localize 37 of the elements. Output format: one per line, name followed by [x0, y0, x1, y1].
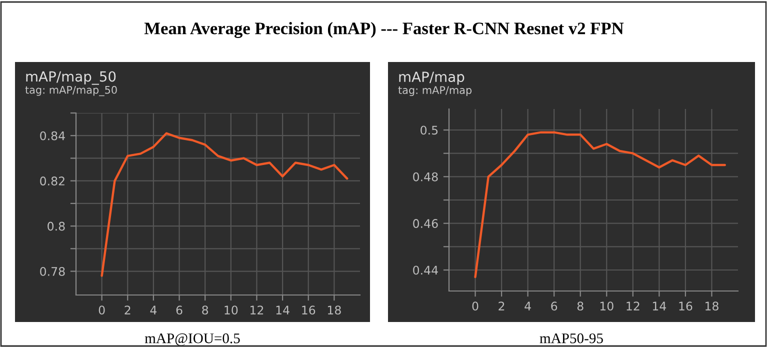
x-tick-label: 2 [498, 302, 504, 310]
x-tick-label: 16 [302, 306, 316, 315]
x-tick-label: 14 [276, 306, 290, 314]
x-tick-label: 6 [176, 306, 182, 315]
y-tick-label: 0.82 [40, 176, 64, 186]
x-tick-label: 12 [626, 302, 640, 310]
y-tick-label: 0.8 [48, 222, 65, 231]
x-tick-label: 10 [600, 302, 614, 311]
chart-title: mAP/map_50 [26, 71, 116, 85]
y-tick-label: 0.78 [40, 266, 65, 276]
y-tick-label: 0.84 [40, 131, 65, 140]
x-tick-label: 14 [652, 302, 666, 310]
x-axis-title: mAP@IOU=0.5 [144, 333, 240, 346]
chart-subtitle: tag: mAP/map_50 [25, 86, 117, 96]
y-tick-label: 0.44 [413, 266, 438, 275]
x-tick-label: 18 [706, 302, 718, 311]
x-tick-label: 8 [202, 306, 208, 315]
x-tick-label: 16 [679, 302, 692, 311]
x-tick-label: 0 [98, 306, 105, 315]
y-tick-label: 0.46 [413, 219, 438, 228]
x-tick-label: 12 [250, 306, 264, 314]
x-tick-label: 2 [124, 306, 130, 314]
line-series [100, 132, 348, 277]
x-tick-label: 8 [577, 302, 584, 311]
x-tick-label: 10 [224, 306, 238, 315]
line-series [474, 131, 726, 278]
chart-subtitle: tag: mAP/map [398, 86, 472, 96]
x-tick-label: 4 [524, 302, 531, 310]
text: Mean Average Precision (mAP) --- Faster R-CNN Resnet v2 FPN [144, 22, 624, 38]
chart-title: mAP/map [399, 72, 464, 85]
x-tick-label: 6 [551, 302, 558, 311]
x-tick-label: 4 [150, 306, 157, 314]
x-tick-label: 18 [328, 306, 341, 315]
y-tick-label: 0.5 [420, 126, 438, 135]
x-tick-label: 0 [472, 302, 478, 311]
y-tick-label: 0.48 [413, 172, 438, 182]
x-axis-title: mAP50-95 [540, 333, 603, 344]
